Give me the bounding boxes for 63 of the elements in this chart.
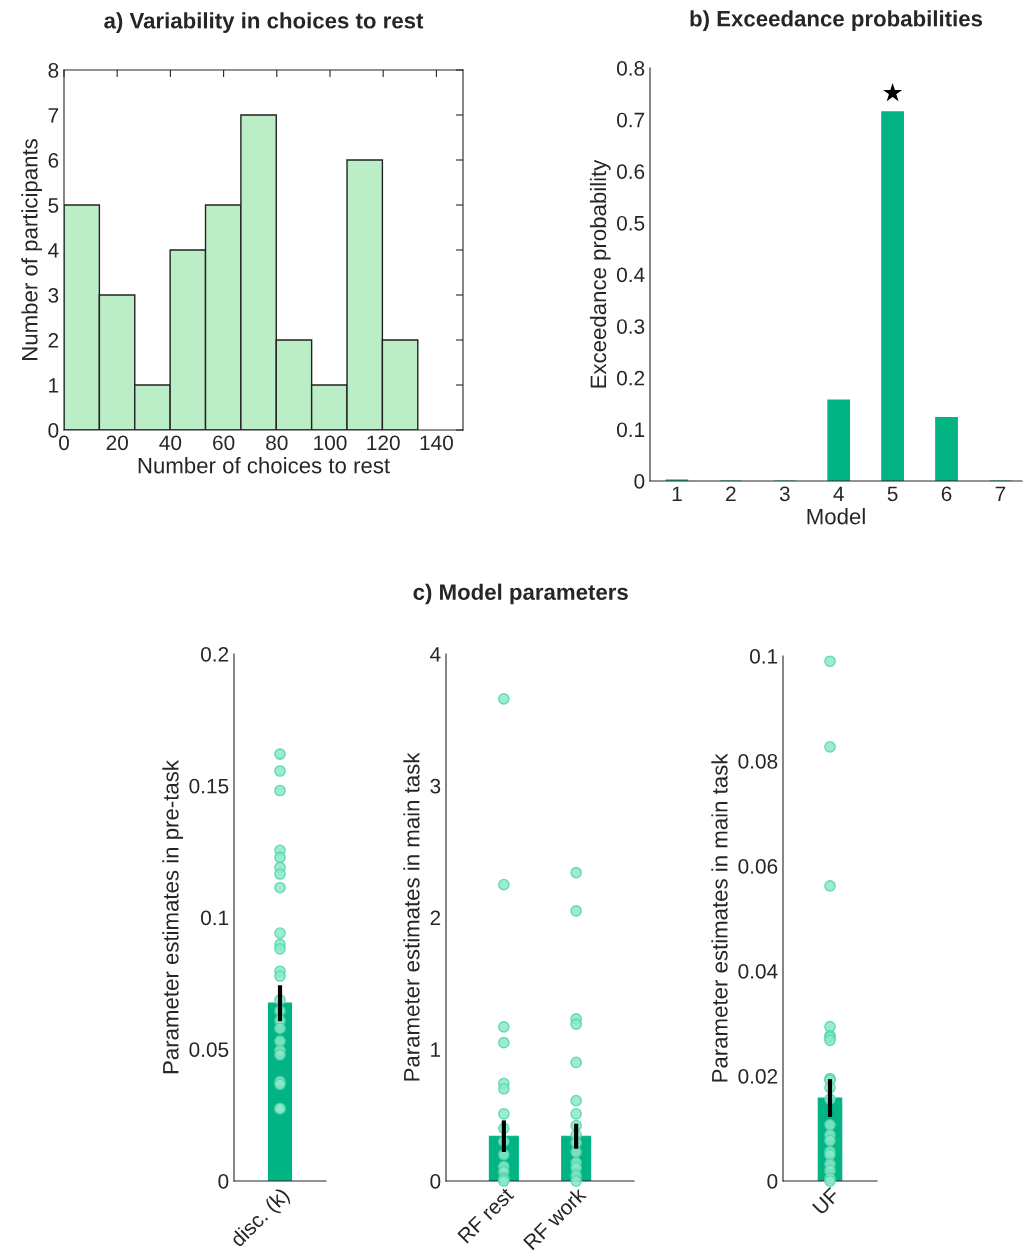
- x-tick-label: 140: [420, 435, 453, 451]
- y-tick-label: 0.08: [738, 754, 778, 769]
- y-axis-title: Parameter estimates in pre-task: [162, 759, 184, 1074]
- x-tick-label: 6: [941, 486, 952, 502]
- x-tick-label: disc. (k): [229, 1186, 293, 1251]
- x-tick-label: 5: [887, 486, 898, 502]
- x-tick-label: 100: [314, 435, 347, 451]
- y-tick-label: 0.5: [616, 215, 645, 231]
- y-tick-label: 0.2: [200, 647, 229, 662]
- x-tick-label: RF rest: [457, 1186, 515, 1244]
- y-tick-label: 0.2: [616, 370, 645, 386]
- y-axis-title: Exceedance probability: [589, 159, 611, 388]
- y-tick-label: 3: [48, 288, 59, 303]
- x-tick-label: 40: [159, 435, 182, 451]
- y-tick-label: 1: [431, 1042, 441, 1057]
- y-tick-label: 0.4: [616, 267, 645, 283]
- y-axis-title: Parameter estimates in main task: [711, 753, 728, 1082]
- y-tick-label: 4: [48, 243, 59, 258]
- x-tick-label: 7: [995, 486, 1006, 501]
- y-tick-label: 0.02: [738, 1069, 778, 1084]
- y-tick-label: 0: [634, 474, 645, 489]
- y-tick-label: 4: [430, 647, 441, 662]
- y-tick-label: 0.1: [200, 910, 229, 926]
- y-tick-label: 3: [430, 778, 441, 794]
- x-tick-label: UF: [812, 1186, 841, 1216]
- y-tick-label: 8: [48, 63, 59, 78]
- y-tick-label: 0.7: [616, 112, 645, 128]
- x-tick-label: 60: [213, 435, 235, 451]
- x-tick-label: 4: [833, 486, 844, 501]
- y-tick-label: 0.3: [616, 319, 645, 334]
- x-tick-label: 3: [779, 486, 790, 502]
- chart-title: c) Model parameters: [413, 583, 628, 605]
- chart-title: b) Exceedance probabilities: [690, 10, 983, 31]
- y-tick-label: 0.6: [616, 164, 645, 179]
- x-tick-label: 2: [726, 486, 736, 501]
- x-tick-label: 20: [106, 435, 128, 451]
- y-tick-label: 0: [218, 1174, 229, 1189]
- x-axis-title: Number of choices to rest: [138, 457, 390, 474]
- y-tick-label: 0.04: [738, 964, 778, 979]
- y-axis-title: Parameter estimates in main task: [403, 752, 420, 1081]
- y-tick-label: 0: [767, 1174, 778, 1189]
- y-tick-label: 0: [430, 1174, 441, 1189]
- x-tick-label: 0: [59, 435, 69, 451]
- annotation: ★: [883, 83, 903, 102]
- y-tick-label: 0.15: [189, 778, 229, 794]
- y-tick-label: 1: [49, 378, 59, 393]
- y-tick-label: 0.05: [189, 1042, 229, 1057]
- y-tick-label: 2: [430, 910, 441, 926]
- y-tick-label: 0.1: [616, 422, 645, 438]
- x-tick-label: 120: [367, 435, 400, 451]
- x-axis-title: Model: [807, 508, 865, 525]
- y-axis-title: Number of participants: [21, 139, 42, 360]
- y-tick-label: 6: [48, 153, 59, 168]
- y-tick-label: 2: [48, 333, 59, 348]
- x-tick-label: 1: [672, 486, 682, 501]
- chart-title: a) Variability in choices to rest: [104, 12, 424, 33]
- y-tick-label: 7: [48, 108, 59, 123]
- y-tick-label: 5: [48, 198, 59, 213]
- x-tick-label: 80: [266, 435, 288, 451]
- y-tick-label: 0.1: [749, 649, 778, 664]
- y-tick-label: 0: [48, 423, 59, 438]
- y-tick-label: 0.06: [738, 859, 778, 874]
- y-tick-label: 0.8: [616, 61, 645, 76]
